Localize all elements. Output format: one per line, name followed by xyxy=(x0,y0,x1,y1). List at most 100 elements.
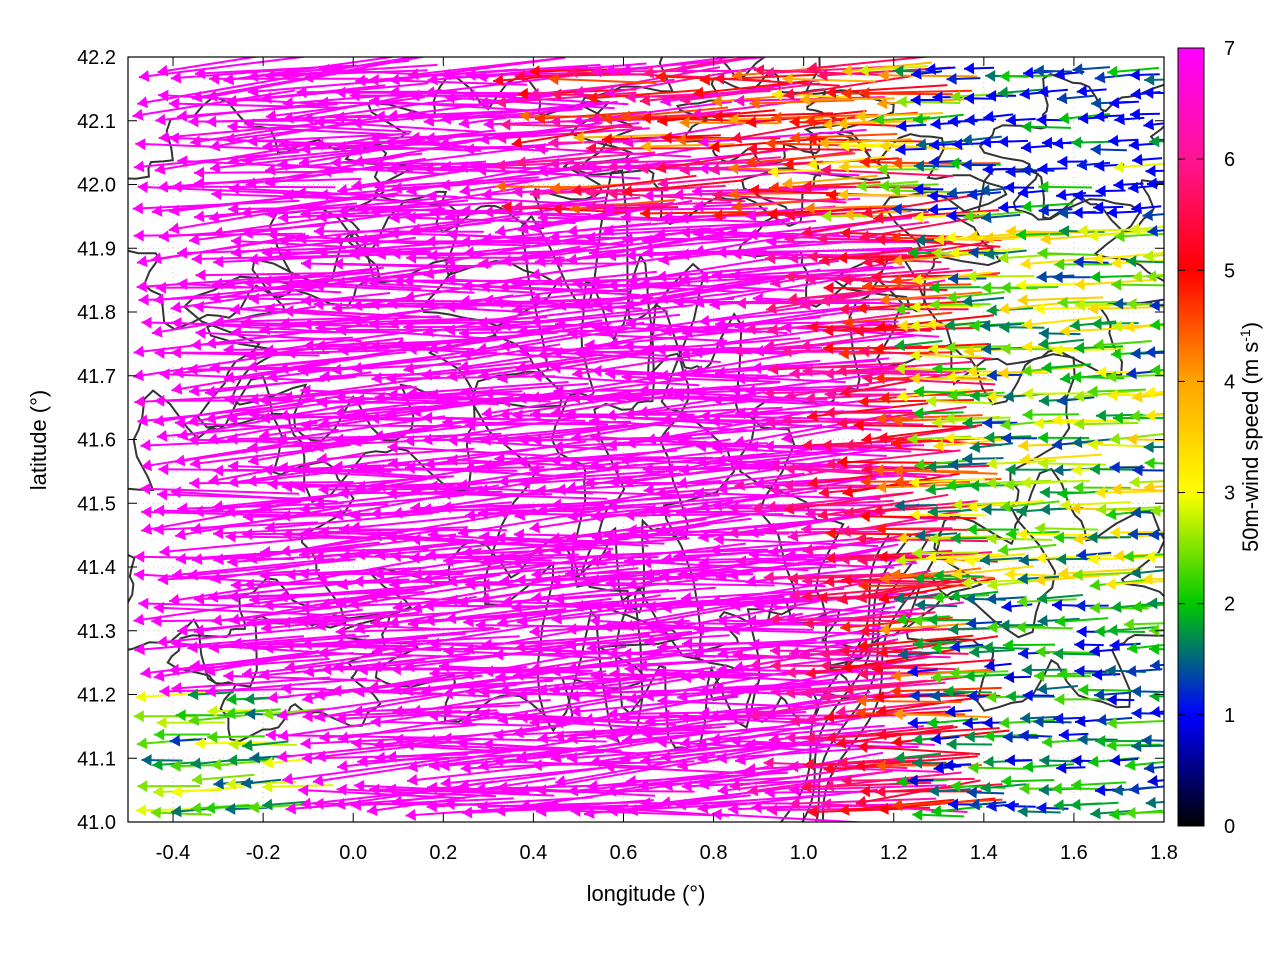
wind-vector-head xyxy=(265,163,276,176)
wind-vector-head xyxy=(424,132,435,144)
wind-vector-head xyxy=(537,732,549,744)
wind-vector-head xyxy=(550,574,561,587)
wind-vector-head xyxy=(193,624,205,637)
wind-vector-head xyxy=(986,304,997,317)
wind-vector-head xyxy=(675,798,687,811)
wind-vector-head xyxy=(264,521,276,534)
wind-vector xyxy=(210,553,370,581)
wind-vector-head xyxy=(141,754,152,767)
wind-vector-head xyxy=(784,209,795,222)
wind-vector xyxy=(1129,225,1164,231)
wind-vector-head xyxy=(280,545,291,557)
wind-vector-head xyxy=(879,140,890,153)
wind-vector xyxy=(591,279,750,306)
wind-vector-head xyxy=(1036,270,1047,283)
wind-vector-head xyxy=(986,691,997,704)
wind-vector-head xyxy=(537,165,549,177)
wind-vector-head xyxy=(839,645,850,657)
wind-vector-head xyxy=(585,728,596,740)
wind-vector-head xyxy=(461,714,473,727)
wind-vector-head xyxy=(1041,361,1052,374)
wind-vector-head xyxy=(603,203,614,216)
wind-vector-head xyxy=(843,208,854,221)
wind-vector-head xyxy=(673,188,684,201)
wind-vector-head xyxy=(350,408,361,421)
wind-vector-head xyxy=(262,464,273,476)
wind-vector-head xyxy=(1129,409,1141,422)
wind-vector-head xyxy=(745,384,757,397)
wind-vector-head xyxy=(944,554,955,567)
wind-vector-head xyxy=(800,339,811,352)
wind-vector-head xyxy=(277,590,288,603)
wind-vector xyxy=(856,537,988,543)
wind-vector-head xyxy=(817,591,828,604)
wind-vector-head xyxy=(357,340,368,353)
wind-vector-head xyxy=(512,185,523,198)
wind-vector xyxy=(277,583,442,599)
wind-vector-head xyxy=(1108,134,1119,147)
wind-vector-head xyxy=(440,487,451,500)
wind-vector-head xyxy=(442,687,454,700)
wind-vector-head xyxy=(826,189,837,201)
wind-vector xyxy=(859,214,988,239)
wind-vector-head xyxy=(499,395,511,408)
wind-vector-head xyxy=(244,118,255,131)
wind-vector-head xyxy=(983,248,995,260)
wind-vector xyxy=(447,438,615,451)
wind-vector-head xyxy=(313,797,324,810)
wind-vector-head xyxy=(748,406,759,419)
wind-vector-head xyxy=(177,428,189,441)
wind-vector-head xyxy=(315,619,326,631)
wind-vector-head xyxy=(386,163,397,176)
wind-vector-head xyxy=(1149,624,1160,637)
wind-vector-head xyxy=(907,246,918,259)
wind-vector xyxy=(620,106,729,119)
wind-vector-head xyxy=(604,761,615,774)
wind-vector xyxy=(838,142,914,147)
wind-vector xyxy=(318,487,482,491)
wind-vector-head xyxy=(1114,113,1125,126)
wind-vector-head xyxy=(606,730,618,743)
wind-vector-head xyxy=(589,755,601,768)
wind-vector-head xyxy=(300,207,311,220)
wind-vector-head xyxy=(403,362,415,375)
wind-vector-head xyxy=(763,571,774,584)
wind-vector-head xyxy=(298,567,309,580)
wind-vector-head xyxy=(1022,318,1033,331)
wind-vector xyxy=(655,147,784,171)
wind-vector xyxy=(553,721,721,734)
wind-vector-head xyxy=(461,806,473,819)
wind-vector-head xyxy=(916,138,927,151)
wind-vector-head xyxy=(912,614,923,627)
wind-vector-head xyxy=(278,234,289,247)
wind-vector-head xyxy=(716,663,727,676)
wind-vector-head xyxy=(265,109,277,122)
wind-vector-head xyxy=(745,209,757,222)
wind-vector-head xyxy=(657,695,668,708)
wind-vector-head xyxy=(877,97,888,110)
wind-vector xyxy=(767,206,886,216)
wind-vector-head xyxy=(945,370,956,383)
wind-vector xyxy=(711,398,892,409)
wind-vector-head xyxy=(499,408,511,420)
wind-vector-head xyxy=(894,499,905,512)
wind-vector-head xyxy=(1074,638,1085,651)
wind-vector xyxy=(712,112,834,118)
wind-vector xyxy=(818,138,912,145)
wind-vector xyxy=(821,444,953,453)
wind-vector-head xyxy=(1125,758,1136,771)
wind-vector xyxy=(804,204,907,210)
wind-vector xyxy=(567,332,727,342)
wind-vector-head xyxy=(1112,411,1123,424)
wind-vector-head xyxy=(822,118,833,131)
wind-vector xyxy=(745,561,918,584)
wind-vector-head xyxy=(677,568,688,580)
wind-vector-head xyxy=(283,305,294,318)
wind-vector-head xyxy=(1033,64,1044,77)
wind-vector xyxy=(403,743,564,752)
wind-vector-head xyxy=(248,253,259,266)
wind-vector-head xyxy=(768,363,779,376)
wind-vector-head xyxy=(371,372,382,384)
wind-vector-head xyxy=(459,294,471,307)
wind-vector-head xyxy=(316,452,328,465)
